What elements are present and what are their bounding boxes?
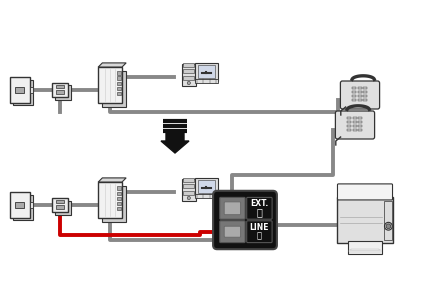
Bar [10,77,30,103]
Bar [30,202,34,208]
FancyBboxPatch shape [335,111,374,139]
FancyBboxPatch shape [340,81,380,109]
FancyBboxPatch shape [337,184,393,200]
Bar [384,200,391,239]
Polygon shape [98,178,126,182]
Bar [358,121,362,123]
Bar [363,91,367,93]
Bar [183,69,194,74]
Bar [117,207,121,210]
FancyBboxPatch shape [220,197,245,219]
FancyBboxPatch shape [246,221,272,243]
Bar [358,125,362,128]
Bar [363,87,367,89]
FancyBboxPatch shape [224,202,241,215]
Bar [195,79,218,83]
Bar [181,179,196,201]
Bar [117,76,121,80]
Bar [195,194,218,198]
Bar [347,125,351,128]
FancyBboxPatch shape [213,191,277,249]
Bar [352,95,356,98]
Bar [347,129,351,131]
Bar [57,200,64,203]
Bar [117,186,121,190]
Bar [15,87,25,93]
Bar [353,129,357,131]
Bar [348,241,382,254]
Bar [357,99,362,101]
Circle shape [386,224,391,229]
Bar [358,117,362,119]
Bar [352,91,356,93]
Bar [363,95,367,98]
Bar [57,90,64,94]
Bar [98,182,122,218]
Text: 🔑: 🔑 [257,231,262,240]
Polygon shape [98,63,126,67]
Bar [183,63,194,67]
Bar [363,99,367,101]
Bar [30,87,34,93]
Bar [351,249,379,250]
Bar [198,180,215,193]
Bar [349,250,381,252]
Bar [57,205,64,208]
Bar [10,192,30,218]
Bar [54,200,71,215]
Bar [98,67,122,103]
Circle shape [385,222,392,230]
Bar [183,178,194,182]
Bar [117,92,121,95]
Bar [353,125,357,128]
Bar [102,186,126,222]
Text: LINE: LINE [249,223,269,232]
Bar [183,76,194,80]
Bar [347,117,351,119]
Bar [102,71,126,107]
Bar [117,87,121,90]
Bar [195,178,218,196]
Bar [353,121,357,123]
Text: 📞: 📞 [256,207,262,217]
Bar [117,82,121,85]
Bar [57,85,64,88]
Bar [357,87,362,89]
Bar [13,80,33,105]
Bar [52,83,68,97]
Bar [183,184,194,188]
Bar [357,95,362,98]
Bar [337,197,393,243]
Bar [183,191,194,195]
Bar [54,85,71,100]
Bar [117,196,121,200]
Bar [117,191,121,195]
Bar [352,99,356,101]
FancyBboxPatch shape [220,221,245,243]
Bar [181,64,196,86]
Bar [52,198,68,212]
Bar [117,202,121,205]
Bar [352,87,356,89]
Bar [198,65,215,78]
Bar [195,63,218,81]
FancyBboxPatch shape [246,197,272,219]
FancyArrow shape [161,133,189,153]
Bar [358,129,362,131]
Circle shape [187,196,190,200]
Bar [350,250,380,251]
Bar [347,121,351,123]
Bar [357,91,362,93]
Bar [353,117,357,119]
Bar [13,195,33,220]
Bar [15,202,25,208]
Bar [117,71,121,75]
Text: EXT.: EXT. [250,200,269,208]
FancyBboxPatch shape [224,226,241,237]
Circle shape [187,81,190,85]
